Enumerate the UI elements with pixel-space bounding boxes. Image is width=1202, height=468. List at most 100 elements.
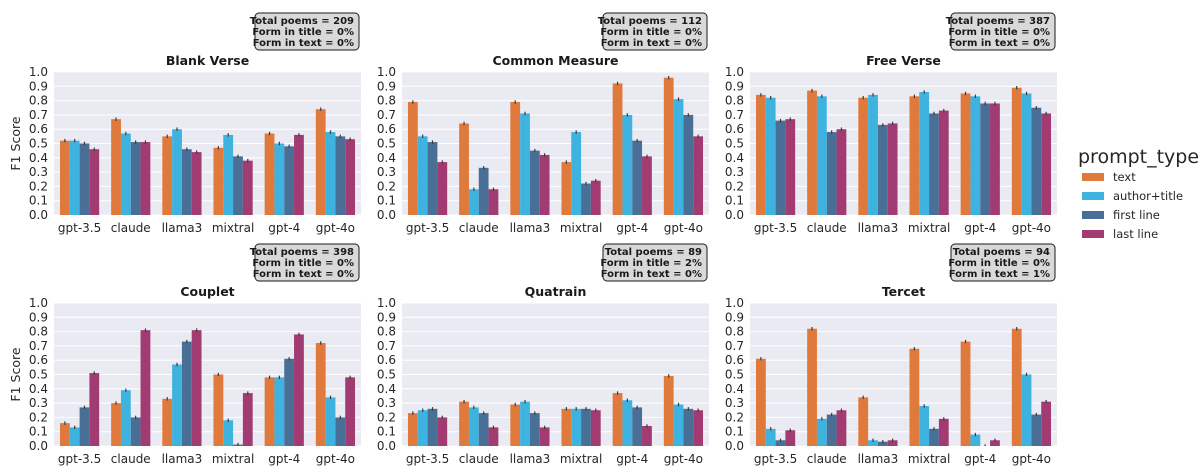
bar	[520, 113, 530, 215]
bar	[612, 393, 623, 446]
bar	[335, 417, 346, 446]
bar	[325, 397, 336, 446]
y-tick-label: 0.1	[29, 425, 48, 439]
x-tick-label: claude	[111, 452, 151, 466]
stats-box	[950, 12, 1056, 51]
x-tick-label: claude	[807, 452, 847, 466]
y-tick-label: 1.0	[725, 296, 744, 310]
bar	[826, 414, 837, 446]
bar	[294, 134, 304, 215]
x-tick-label: gpt-3.5	[406, 452, 449, 466]
stats-line: Form in title = 0%	[948, 258, 1050, 269]
bar	[120, 133, 131, 215]
bar	[264, 133, 275, 215]
y-tick-label: 0.8	[725, 94, 744, 108]
y-tick-label: 0.5	[725, 137, 744, 151]
x-tick-label: gpt-3.5	[58, 452, 101, 466]
bar	[775, 120, 786, 215]
panel-title: Tercet	[882, 284, 925, 299]
y-tick-label: 1.0	[29, 65, 48, 79]
bar	[642, 425, 652, 446]
y-tick-label: 0.7	[725, 339, 744, 353]
bar	[919, 92, 930, 215]
bar	[459, 123, 469, 215]
y-tick-label: 0.0	[725, 439, 744, 453]
y-tick-label: 0.4	[29, 151, 48, 165]
legend-swatch	[1082, 173, 1104, 181]
y-tick-label: 0.5	[377, 368, 396, 382]
x-tick-label: claude	[111, 221, 151, 235]
y-tick-label: 0.5	[29, 137, 48, 151]
bar	[612, 83, 623, 215]
x-tick-label: claude	[459, 452, 499, 466]
bar	[284, 358, 295, 446]
stats-line: Total poems = 94	[953, 247, 1050, 258]
bar	[213, 147, 224, 215]
y-tick-label: 0.6	[377, 353, 396, 367]
x-tick-label: llama3	[162, 452, 203, 466]
y-tick-label: 0.6	[29, 122, 48, 136]
y-axis-label: F1 Score	[8, 347, 23, 401]
bar	[140, 142, 151, 215]
bar	[581, 183, 591, 215]
bar	[571, 408, 582, 446]
y-tick-label: 0.4	[377, 151, 396, 165]
stats-line: Form in text = 0%	[949, 38, 1050, 49]
x-tick-label: mixtral	[908, 221, 950, 235]
bar	[335, 136, 346, 215]
x-tick-label: llama3	[510, 452, 551, 466]
bar	[826, 132, 837, 215]
legend-title: prompt_type	[1078, 146, 1199, 168]
panel-title: Common Measure	[493, 53, 619, 68]
bar	[191, 152, 202, 215]
bar	[264, 377, 275, 446]
y-tick-label: 0.5	[377, 137, 396, 151]
bar	[417, 136, 428, 215]
bar	[223, 420, 234, 446]
bar	[111, 119, 121, 215]
y-tick-label: 0.9	[29, 310, 48, 324]
stats-box	[602, 243, 708, 282]
bar	[1021, 374, 1032, 446]
bar	[755, 94, 766, 215]
stats-line: Total poems = 112	[598, 16, 702, 27]
stats-line: Total poems = 387	[946, 16, 1050, 27]
bar	[345, 377, 356, 446]
y-tick-label: 0.1	[725, 425, 744, 439]
y-tick-label: 0.3	[29, 396, 48, 410]
bar	[162, 136, 173, 215]
bar	[807, 90, 817, 215]
bar	[488, 427, 499, 446]
y-tick-label: 0.7	[377, 108, 396, 122]
bar	[59, 423, 70, 446]
panel: 0.00.10.20.30.40.50.60.70.80.91.0 Quatrai…	[377, 243, 709, 466]
legend-swatch	[1082, 192, 1104, 200]
bar	[765, 428, 776, 446]
x-tick-label: gpt-4o	[1012, 452, 1051, 466]
stats-box	[254, 243, 360, 282]
x-tick-label: gpt-4o	[316, 221, 355, 235]
y-tick-label: 0.8	[29, 94, 48, 108]
stats-line: Form in title = 0%	[252, 258, 354, 269]
y-tick-label: 0.3	[377, 396, 396, 410]
bar	[868, 94, 878, 215]
bar	[529, 150, 540, 215]
y-tick-label: 0.1	[377, 194, 396, 208]
y-tick-label: 0.1	[725, 194, 744, 208]
y-tick-label: 0.0	[29, 439, 48, 453]
bar	[59, 140, 70, 215]
y-tick-label: 0.3	[725, 165, 744, 179]
bar	[478, 167, 489, 215]
x-tick-label: gpt-4	[268, 221, 300, 235]
bar	[673, 99, 684, 215]
bar	[673, 404, 684, 446]
legend-entry: last line	[1113, 227, 1158, 241]
x-tick-label: mixtral	[908, 452, 950, 466]
bar	[683, 114, 694, 215]
bar	[765, 97, 776, 215]
bar	[407, 413, 418, 446]
bar	[191, 330, 202, 446]
bar	[1041, 113, 1052, 215]
